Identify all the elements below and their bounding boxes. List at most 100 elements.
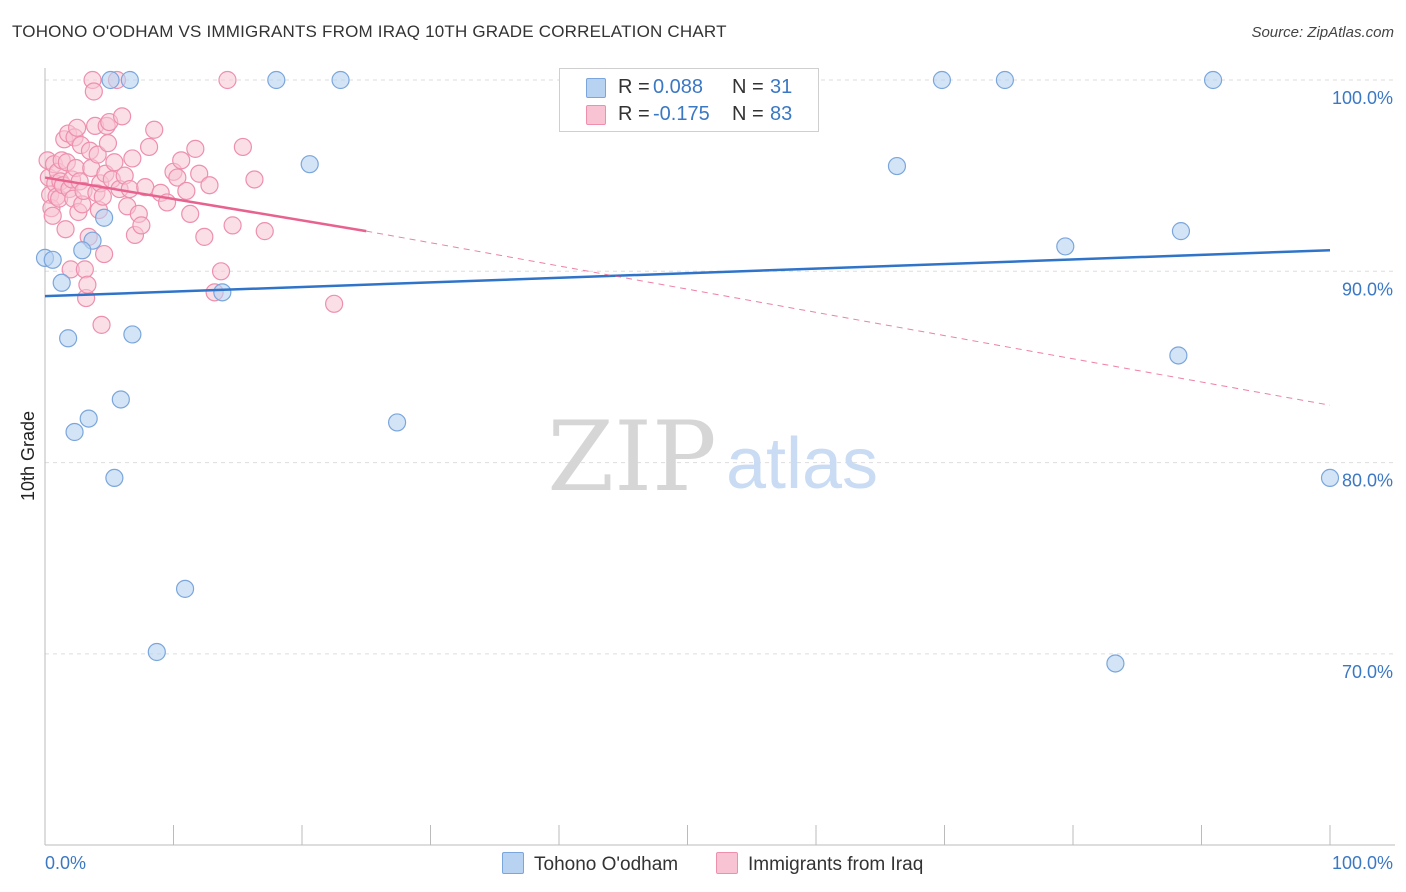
- grid-lines: [45, 79, 1395, 655]
- point-iraq: [211, 262, 231, 281]
- point-tohono: [175, 579, 195, 598]
- point-iraq: [218, 70, 237, 90]
- point-tohono: [123, 325, 142, 344]
- legend-n-label: N =: [732, 76, 764, 98]
- point-tohono: [1203, 70, 1223, 90]
- legend-swatch-blue: [586, 78, 606, 98]
- point-iraq: [112, 107, 132, 126]
- point-iraq: [68, 118, 87, 137]
- y-tick-label: 70.0%: [1342, 662, 1393, 682]
- point-tohono: [1169, 346, 1188, 365]
- chart-title: TOHONO O'ODHAM VS IMMIGRANTS FROM IRAQ 1…: [12, 22, 727, 41]
- trend-line-iraq-solid: [44, 176, 367, 233]
- point-tohono: [331, 70, 350, 90]
- point-tohono: [213, 283, 232, 302]
- bottom-legend-swatch-pink: [716, 852, 738, 874]
- point-iraq: [105, 153, 124, 172]
- bottom-legend-swatch-blue: [502, 852, 524, 874]
- x-tick-label-max: 100.0%: [1332, 853, 1393, 873]
- point-tohono: [300, 155, 319, 174]
- point-iraq: [168, 168, 187, 187]
- point-iraq: [92, 315, 111, 334]
- series-tohono-points: [35, 70, 1340, 673]
- tick-labels: 70.0% 80.0% 90.0% 100.0% 0.0% 100.0%: [45, 88, 1393, 873]
- y-tick-label: 90.0%: [1342, 279, 1393, 299]
- legend-n-value: 83: [770, 103, 793, 125]
- point-tohono: [79, 409, 98, 428]
- point-iraq: [132, 216, 151, 235]
- bottom-legend-label-iraq: Immigrants from Iraq: [748, 854, 924, 875]
- point-iraq: [139, 137, 159, 157]
- point-tohono: [995, 70, 1014, 90]
- bottom-legend-tohono: Tohono O'odham: [502, 852, 678, 876]
- point-iraq: [78, 275, 97, 294]
- legend-r-label: R =: [618, 103, 650, 125]
- legend-row-iraq: R = -0.175 N = 83: [560, 100, 818, 128]
- point-iraq: [93, 187, 112, 206]
- point-iraq: [255, 222, 274, 241]
- point-tohono: [1320, 468, 1340, 488]
- trend-lines: [44, 176, 1331, 406]
- bottom-legend-iraq: Immigrants from Iraq: [716, 852, 923, 876]
- legend-n-value: 31: [770, 76, 793, 98]
- y-tick-label: 80.0%: [1342, 471, 1393, 491]
- point-tohono: [267, 70, 286, 90]
- watermark-zip: ZIP: [547, 401, 716, 513]
- point-tohono: [1106, 654, 1125, 673]
- x-tick-label-min: 0.0%: [45, 853, 86, 873]
- legend-r-value: 0.088: [653, 76, 704, 98]
- point-tohono: [932, 70, 952, 90]
- point-iraq: [325, 294, 344, 313]
- trend-line-iraq-dashed: [366, 230, 1331, 406]
- point-tohono: [59, 329, 78, 348]
- point-iraq: [123, 149, 142, 168]
- watermark: ZIP atlas: [547, 401, 878, 513]
- point-iraq: [181, 204, 200, 224]
- legend-swatch-pink: [586, 105, 606, 125]
- point-iraq: [195, 227, 214, 246]
- point-tohono: [1171, 222, 1191, 241]
- point-tohono: [95, 208, 114, 227]
- bottom-legend-label-tohono: Tohono O'odham: [534, 854, 679, 875]
- point-iraq: [145, 120, 164, 139]
- point-tohono: [52, 273, 71, 292]
- point-iraq: [223, 216, 242, 235]
- point-iraq: [98, 134, 118, 153]
- point-tohono: [147, 642, 166, 662]
- point-iraq: [120, 179, 139, 199]
- point-iraq: [88, 145, 107, 164]
- legend-row-tohono: R = 0.088 N = 31: [560, 73, 818, 101]
- source-label: Source: ZipAtlas.com: [1251, 24, 1394, 41]
- point-iraq: [95, 244, 114, 264]
- point-iraq: [186, 139, 205, 158]
- y-axis-title: 10th Grade: [18, 411, 38, 501]
- point-tohono: [43, 250, 62, 269]
- watermark-atlas: atlas: [726, 424, 878, 504]
- trend-line-tohono: [44, 249, 1331, 298]
- point-iraq: [43, 206, 62, 225]
- point-tohono: [111, 390, 130, 409]
- point-tohono: [65, 422, 84, 442]
- y-tick-label: 100.0%: [1332, 88, 1393, 108]
- point-iraq: [200, 176, 219, 195]
- legend-r-value: -0.175: [653, 103, 710, 125]
- legend-n-label: N =: [732, 103, 764, 125]
- point-tohono: [887, 156, 907, 176]
- point-tohono: [105, 468, 124, 488]
- point-tohono: [73, 241, 92, 260]
- point-iraq: [84, 82, 103, 101]
- point-iraq: [172, 151, 191, 170]
- correlation-legend: R = 0.088 N = 31 R = -0.175 N = 83: [559, 68, 819, 132]
- legend-r-label: R =: [618, 76, 650, 98]
- point-iraq: [190, 164, 209, 183]
- point-iraq: [245, 170, 264, 189]
- point-iraq: [75, 260, 94, 279]
- point-tohono: [387, 413, 407, 432]
- point-tohono: [1056, 237, 1075, 256]
- point-iraq: [233, 137, 252, 157]
- point-iraq: [56, 220, 75, 239]
- point-iraq: [177, 181, 196, 201]
- point-tohono: [101, 70, 120, 90]
- point-tohono: [120, 70, 139, 90]
